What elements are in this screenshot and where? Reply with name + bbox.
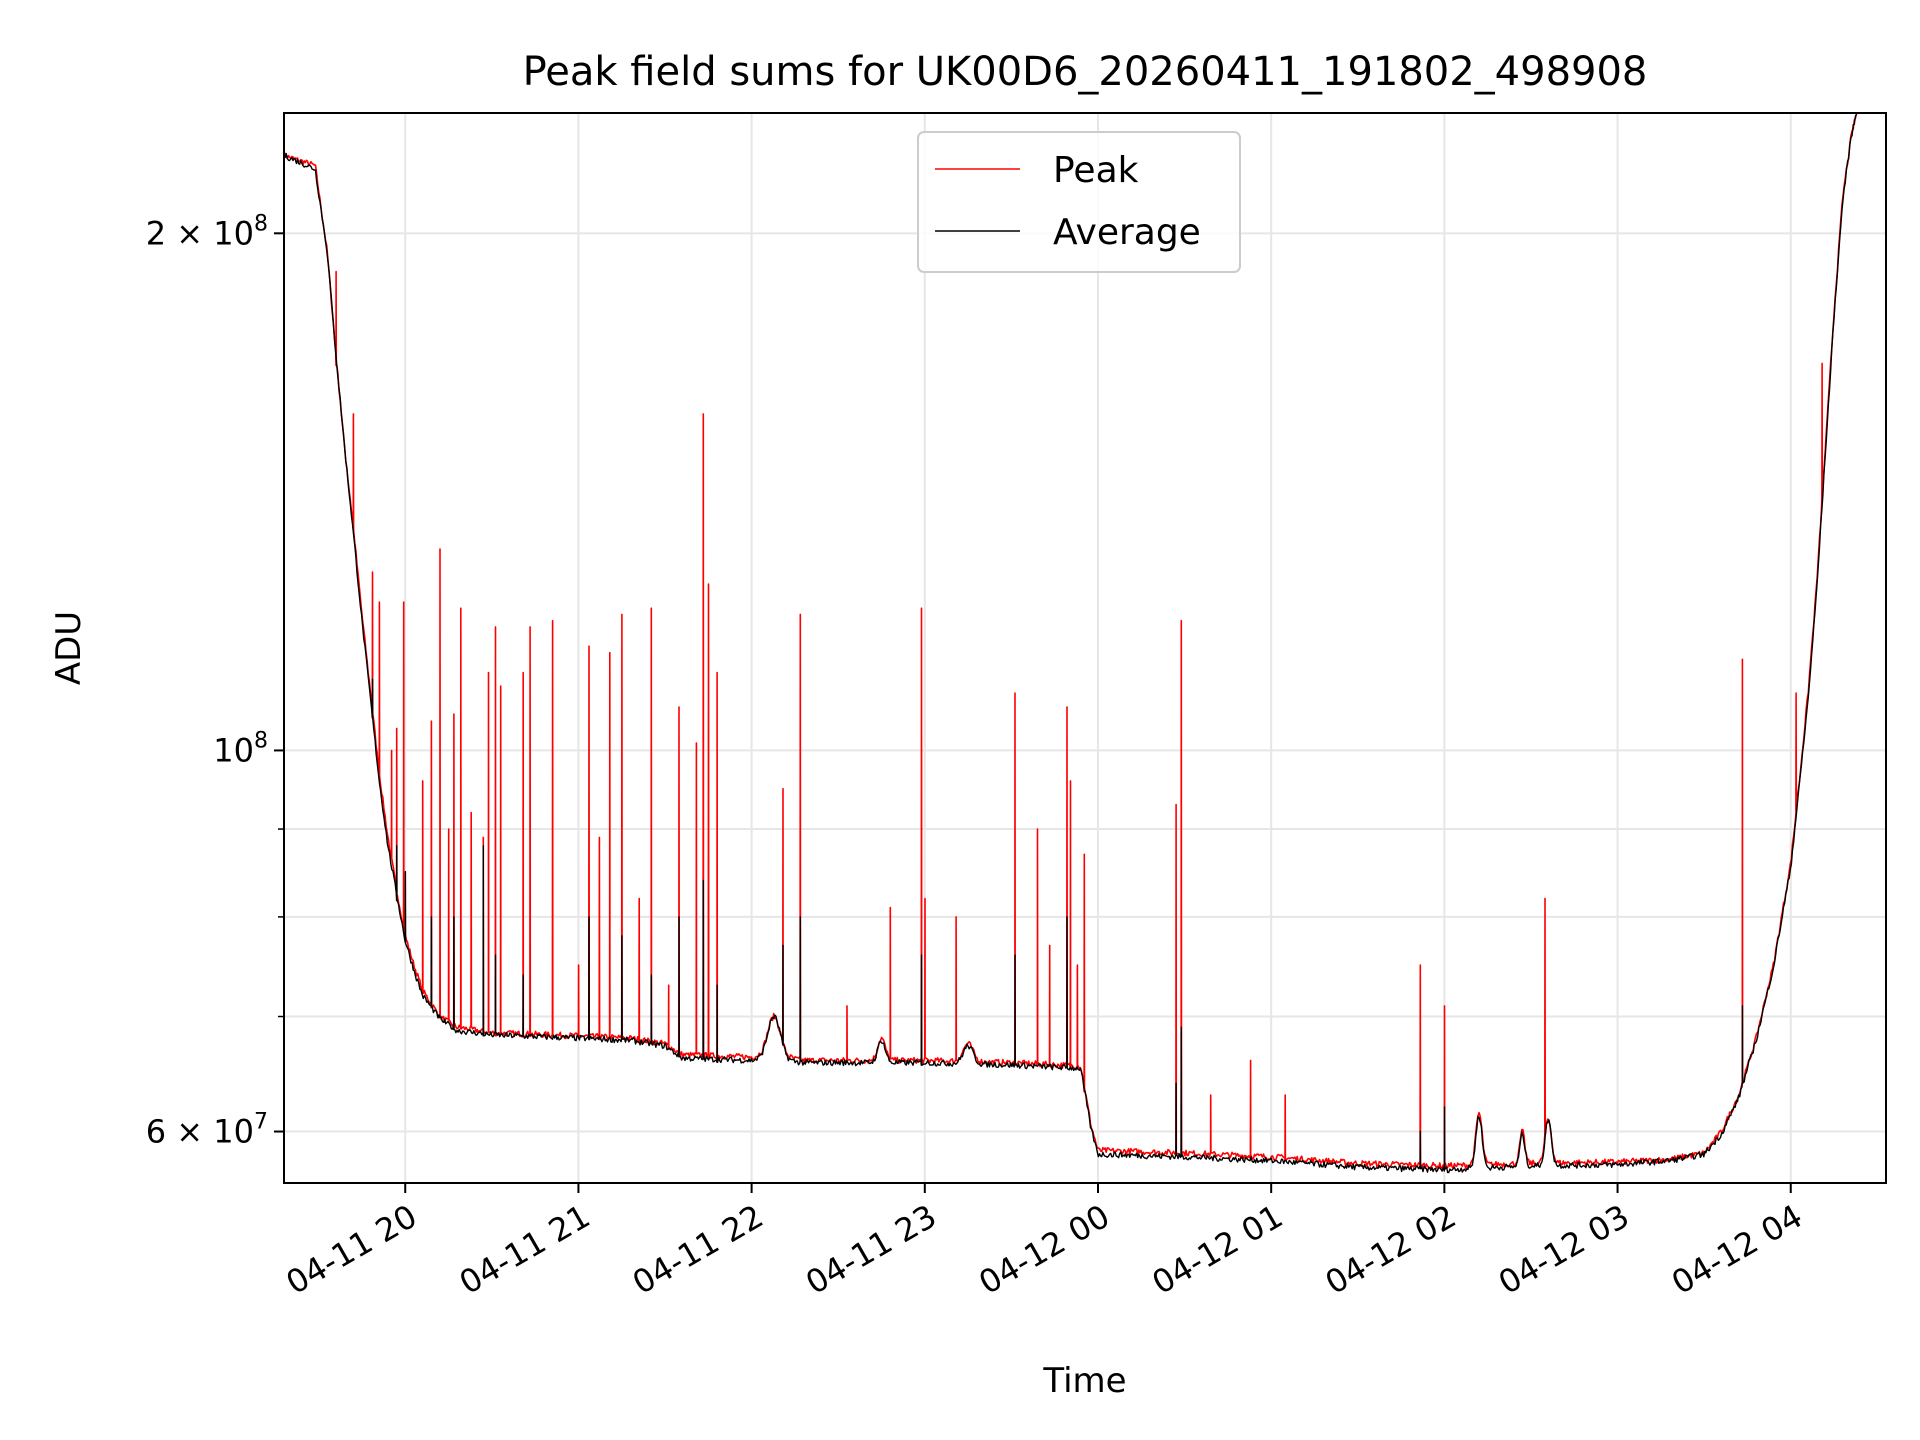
legend-average-label: Average (1053, 212, 1201, 253)
legend-box (917, 131, 1241, 273)
y-axis-title: ADU (49, 611, 89, 685)
y-tick-label: 108 (213, 728, 268, 769)
legend: Peak Average (917, 131, 1241, 273)
plot-frame (283, 112, 1887, 1184)
legend-peak-label: Peak (1053, 150, 1139, 191)
chart-title: Peak field sums for UK00D6_20260411_1918… (523, 49, 1648, 95)
x-axis-title: Time (1042, 1361, 1126, 1401)
y-tick-label: 6 × 107 (146, 1110, 268, 1151)
plot-area (283, 112, 1858, 1174)
series-line-average (283, 113, 1858, 1174)
y-tick-label: 2 × 108 (146, 211, 268, 252)
